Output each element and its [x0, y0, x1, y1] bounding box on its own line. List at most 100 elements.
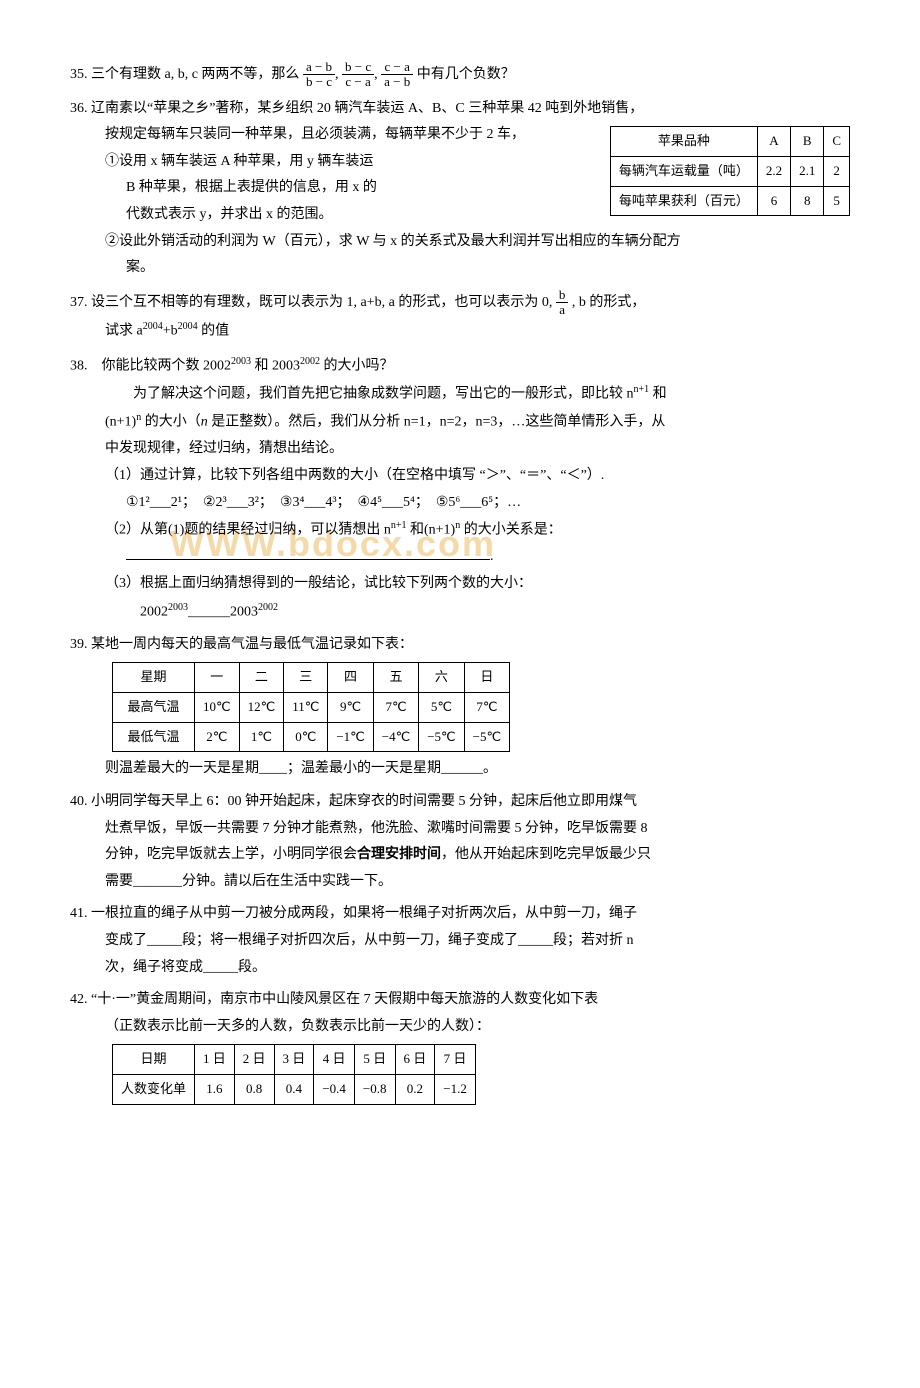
- cell: 1.6: [195, 1075, 235, 1105]
- cell: 五: [373, 663, 418, 693]
- cell: 7℃: [464, 693, 509, 723]
- cell: 2 日: [234, 1045, 274, 1075]
- p40-l2: 灶煮早饭，早饭一共需要 7 分钟才能煮熟，他洗脸、漱嘴时间需要 5 分钟，吃早饭…: [70, 816, 850, 843]
- cell: 最高气温: [113, 693, 195, 723]
- p37-line2: 试求 a2004+b2004 的值: [70, 317, 850, 345]
- p37-text2: , b 的形式，: [572, 295, 646, 310]
- blank-line: .: [70, 544, 850, 571]
- p42-l1: 42. “十·一”黄金周期间，南京市中山陵风景区在 7 天假期中每天旅游的人数变…: [70, 987, 850, 1014]
- cell: 人数变化单: [113, 1075, 195, 1105]
- cell: 四: [328, 663, 373, 693]
- table-row: 苹果品种 A B C: [610, 127, 849, 157]
- p42-l2: （正数表示比前一天多的人数，负数表示比前一天少的人数）：: [70, 1014, 850, 1041]
- p38-s3: （3）根据上面归纳猜想得到的一般结论，试比较下列两个数的大小：: [70, 571, 850, 598]
- cell: 1 日: [195, 1045, 235, 1075]
- cell: 6 日: [395, 1045, 435, 1075]
- cell: 0.8: [234, 1075, 274, 1105]
- cell: 2: [824, 156, 850, 186]
- p41-l1: 41. 一根拉直的绳子从中剪一刀被分成两段，如果将一根绳子对折两次后，从中剪一刀…: [70, 901, 850, 928]
- cell: −1.2: [435, 1075, 476, 1105]
- p38-p2: (n+1)n 的大小（n 是正整数）。然后，我们从分析 n=1，n=2，n=3，…: [70, 408, 850, 436]
- problem-37: 37. 设三个互不相等的有理数，既可以表示为 1, a+b, a 的形式，也可以…: [70, 288, 850, 346]
- cell: 2.1: [791, 156, 824, 186]
- cell: 0.2: [395, 1075, 435, 1105]
- cell: −5℃: [419, 722, 464, 752]
- problem-38: 38. 你能比较两个数 20022003 和 20032002 的大小吗？ 为了…: [70, 352, 850, 626]
- cell: 日: [464, 663, 509, 693]
- cell: A: [757, 127, 790, 157]
- table-row: 每辆汽车运载量（吨） 2.2 2.1 2: [610, 156, 849, 186]
- cell: 6: [757, 186, 790, 216]
- p38-s3-line: 20022003______20032002: [70, 598, 850, 626]
- p37-text1: 37. 设三个互不相等的有理数，既可以表示为 1, a+b, a 的形式，也可以…: [70, 295, 556, 310]
- p38-s2: （2）从第(1)题的结果经过归纳，可以猜想出 nn+1 和(n+1)n 的大小关…: [70, 516, 850, 544]
- cell: −0.8: [354, 1075, 395, 1105]
- p39-tail: 则温差最大的一天是星期____；温差最小的一天是星期______。: [70, 756, 850, 783]
- p36-sub2a: ②设此外销活动的利润为 W（百元），求 W 与 x 的关系式及最大利润并写出相应…: [70, 229, 850, 256]
- frac: a − b b − c: [303, 60, 335, 90]
- cell: B: [791, 127, 824, 157]
- visitor-table: 日期 1 日 2 日 3 日 4 日 5 日 6 日 7 日 人数变化单 1.6…: [112, 1044, 476, 1104]
- frac: b a: [556, 288, 569, 318]
- table-row: 人数变化单 1.6 0.8 0.4 −0.4 −0.8 0.2 −1.2: [113, 1075, 476, 1105]
- p38-p3: 中发现规律，经过归纳，猜想出结论。: [70, 436, 850, 463]
- problem-40: 40. 小明同学每天早上 6：00 钟开始起床，起床穿衣的时间需要 5 分钟，起…: [70, 789, 850, 895]
- cell: −5℃: [464, 722, 509, 752]
- cell: 7℃: [373, 693, 418, 723]
- cell: −1℃: [328, 722, 373, 752]
- p35-text2: 中有几个负数？: [417, 67, 515, 82]
- cell: 苹果品种: [610, 127, 757, 157]
- p36-sub2b: 案。: [70, 255, 850, 282]
- cell: 日期: [113, 1045, 195, 1075]
- problem-35: 35. 三个有理数 a, b, c 两两不等，那么 a − b b − c , …: [70, 60, 850, 90]
- cell: 每吨苹果获利（百元）: [610, 186, 757, 216]
- problem-42: 42. “十·一”黄金周期间，南京市中山陵风景区在 7 天假期中每天旅游的人数变…: [70, 987, 850, 1105]
- cell: 9℃: [328, 693, 373, 723]
- p38-s1-items: ①1²___2¹； ②2³___3²； ③3⁴___4³； ④4⁵___5⁴； …: [70, 490, 850, 517]
- p40-l3: 分钟，吃完早饭就去上学，小明同学很会合理安排时间，他从开始起床到吃完早饭最少只: [70, 842, 850, 869]
- cell: 二: [239, 663, 284, 693]
- problem-36: 36. 辽南素以“苹果之乡”著称，某乡组织 20 辆汽车装运 A、B、C 三种苹…: [70, 96, 850, 282]
- p40-l4: 需要_______分钟。請以后在生活中实践一下。: [70, 869, 850, 896]
- problem-39: 39. 某地一周内每天的最高气温与最低气温记录如下表： 星期 一 二 三 四 五…: [70, 632, 850, 783]
- cell: 11℃: [284, 693, 328, 723]
- cell: 星期: [113, 663, 195, 693]
- temperature-table: 星期 一 二 三 四 五 六 日 最高气温 10℃ 12℃ 11℃ 9℃ 7℃ …: [112, 662, 510, 752]
- cell: 1℃: [239, 722, 284, 752]
- cell: 2.2: [757, 156, 790, 186]
- cell: 三: [284, 663, 328, 693]
- cell: 0℃: [284, 722, 328, 752]
- table-row: 每吨苹果获利（百元） 6 8 5: [610, 186, 849, 216]
- cell: 10℃: [195, 693, 240, 723]
- cell: 8: [791, 186, 824, 216]
- frac: b − c c − a: [342, 60, 374, 90]
- p38-p1: 为了解决这个问题，我们首先把它抽象成数学问题，写出它的一般形式，即比较 nn+1…: [70, 380, 850, 408]
- p38-q: 38. 你能比较两个数 20022003 和 20032002 的大小吗？: [70, 352, 850, 380]
- p40-l1: 40. 小明同学每天早上 6：00 钟开始起床，起床穿衣的时间需要 5 分钟，起…: [70, 789, 850, 816]
- cell: 一: [195, 663, 240, 693]
- p41-l2: 变成了_____段；将一根绳子对折四次后，从中剪一刀，绳子变成了_____段；若…: [70, 928, 850, 955]
- apple-table: 苹果品种 A B C 每辆汽车运载量（吨） 2.2 2.1 2 每吨苹果获利（百…: [610, 126, 850, 216]
- cell: −0.4: [314, 1075, 355, 1105]
- cell: −4℃: [373, 722, 418, 752]
- cell: 12℃: [239, 693, 284, 723]
- cell: 7 日: [435, 1045, 476, 1075]
- table-row: 最高气温 10℃ 12℃ 11℃ 9℃ 7℃ 5℃ 7℃: [113, 693, 510, 723]
- table-row: 最低气温 2℃ 1℃ 0℃ −1℃ −4℃ −5℃ −5℃: [113, 722, 510, 752]
- cell: 0.4: [274, 1075, 314, 1105]
- cell: 每辆汽车运载量（吨）: [610, 156, 757, 186]
- table-row: 星期 一 二 三 四 五 六 日: [113, 663, 510, 693]
- cell: 5℃: [419, 693, 464, 723]
- p38-s1: （1）通过计算，比较下列各组中两数的大小（在空格中填写 “＞”、“＝”、“＜”）…: [70, 463, 850, 490]
- table-row: 日期 1 日 2 日 3 日 4 日 5 日 6 日 7 日: [113, 1045, 476, 1075]
- problem-41: 41. 一根拉直的绳子从中剪一刀被分成两段，如果将一根绳子对折两次后，从中剪一刀…: [70, 901, 850, 981]
- frac: c − a a − b: [381, 60, 413, 90]
- p41-l3: 次，绳子将变成_____段。: [70, 955, 850, 982]
- cell: 3 日: [274, 1045, 314, 1075]
- cell: 4 日: [314, 1045, 355, 1075]
- cell: 5: [824, 186, 850, 216]
- p39-head: 39. 某地一周内每天的最高气温与最低气温记录如下表：: [70, 632, 850, 659]
- cell: 2℃: [195, 722, 240, 752]
- p35-text1: 35. 三个有理数 a, b, c 两两不等，那么: [70, 67, 303, 82]
- cell: 5 日: [354, 1045, 395, 1075]
